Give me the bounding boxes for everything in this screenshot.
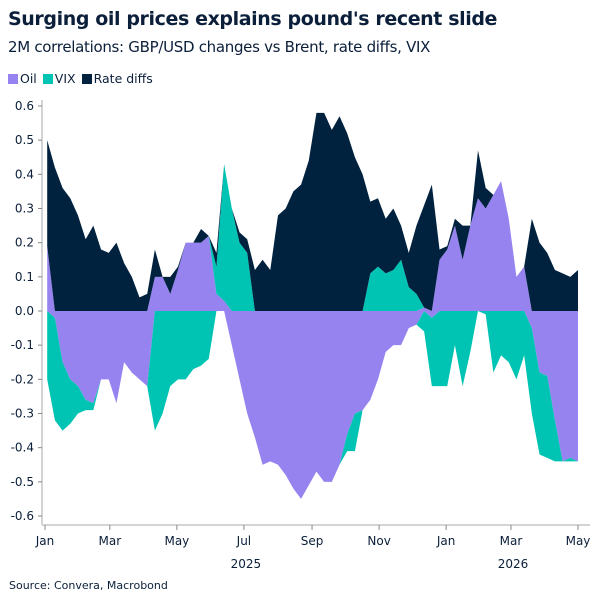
source-note: Source: Convera, Macrobond [9,579,168,592]
y-tick-label: 0.1 [15,270,34,284]
x-tick-label: May [164,534,189,548]
legend: Oil VIX Rate diffs [8,71,153,86]
area-rate-diffs-positive [47,112,578,311]
y-tick-label: -0.5 [11,475,34,489]
y-tick-label: 0.6 [15,99,34,113]
x-tick-label: Jan [436,534,456,548]
y-tick-label: 0.2 [15,236,34,250]
legend-label-vix: VIX [54,71,76,86]
x-year-label: 2025 [231,557,262,571]
y-tick-label: -0.6 [11,509,34,523]
chart-subtitle: 2M correlations: GBP/USD changes vs Bren… [8,38,431,56]
y-tick-label: -0.3 [11,407,34,421]
y-tick-label: 0.5 [15,133,34,147]
x-tick-label: Jan [35,534,55,548]
legend-swatch-rate-diffs [81,73,92,84]
x-year-label: 2026 [498,557,529,571]
x-tick-label: Jul [236,534,251,548]
chart-title: Surging oil prices explains pound's rece… [8,8,498,30]
y-tick-label: -0.2 [11,372,34,386]
y-tick-label: 0.0 [15,304,34,318]
x-tick-label: May [566,534,591,548]
legend-label-oil: Oil [20,71,37,86]
y-tick-label: 0.4 [15,167,34,181]
legend-label-rate-diffs: Rate diffs [93,71,153,86]
legend-item-oil: Oil [8,71,37,86]
x-tick-label: Nov [367,534,390,548]
legend-swatch-vix [42,73,53,84]
area-vix-negative [47,311,578,499]
x-tick-label: Sep [301,534,324,548]
area-oil-positive [47,181,578,311]
area-oil-negative [47,311,578,499]
y-tick-label: -0.4 [11,441,34,455]
y-tick-label: -0.1 [11,338,34,352]
x-tick-label: Mar [99,534,122,548]
legend-item-rate-diffs: Rate diffs [81,71,153,86]
y-tick-label: 0.3 [15,202,34,216]
legend-swatch-oil [8,73,18,84]
legend-item-vix: VIX [42,71,76,86]
x-tick-label: Mar [500,534,523,548]
